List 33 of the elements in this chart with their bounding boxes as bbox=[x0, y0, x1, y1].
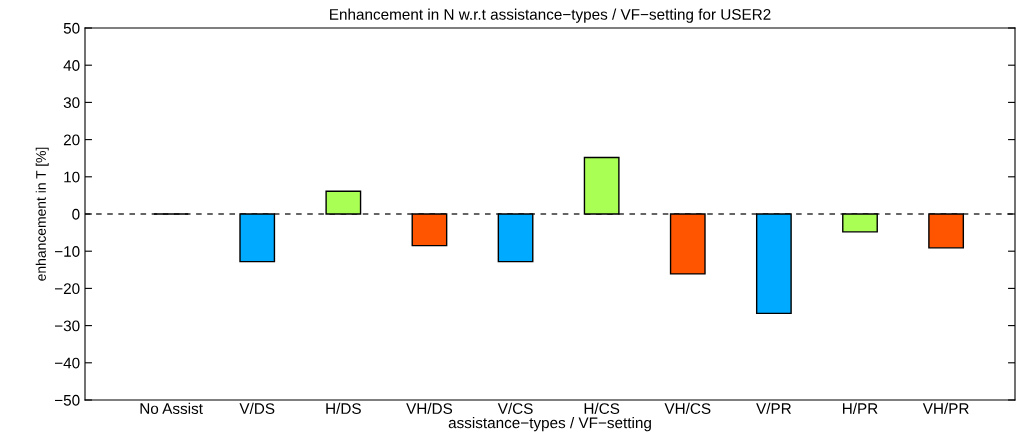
bar bbox=[755, 213, 792, 315]
x-tick-label: V/PR bbox=[756, 402, 792, 414]
x-tick-label: H/CS bbox=[584, 402, 620, 414]
y-tick-label: −30 bbox=[54, 320, 80, 332]
bar bbox=[325, 190, 362, 215]
y-tick-label: −50 bbox=[54, 394, 80, 406]
x-tick-label: H/PR bbox=[843, 402, 878, 414]
x-tick-label: V/CS bbox=[497, 402, 533, 414]
y-axis-title: enhancement in T [%] bbox=[35, 147, 49, 281]
bar bbox=[239, 213, 276, 263]
x-tick-label: H/DS bbox=[326, 402, 361, 414]
y-tick-label: 0 bbox=[72, 208, 80, 220]
bar bbox=[497, 213, 534, 263]
y-tick-label: 50 bbox=[63, 22, 80, 34]
y-tick-label: −20 bbox=[54, 283, 80, 295]
x-tick-label: VH/DS bbox=[406, 402, 453, 414]
chart-title: Enhancement in N w.r.t assistance−types / VF−setting for USER2 bbox=[330, 8, 771, 23]
bar bbox=[669, 213, 706, 275]
y-tick-label: 40 bbox=[63, 60, 80, 71]
x-tick-label: VH/PR bbox=[922, 402, 969, 414]
y-tick-label: −10 bbox=[54, 246, 80, 257]
y-tick-label: 20 bbox=[63, 134, 80, 146]
x-tick-label: V/DS bbox=[239, 402, 275, 414]
y-tick-label: 30 bbox=[63, 97, 80, 109]
x-tick-label: No Assist bbox=[140, 402, 203, 414]
y-tick-label: 10 bbox=[64, 171, 80, 183]
x-tick-label: VH/CS bbox=[664, 402, 711, 414]
bar bbox=[928, 213, 965, 249]
y-tick-label: −40 bbox=[54, 357, 80, 369]
x-axis-title: assistance−types / VF−setting bbox=[448, 417, 651, 432]
bar bbox=[411, 213, 448, 247]
bar bbox=[842, 213, 878, 233]
bar bbox=[583, 156, 620, 215]
